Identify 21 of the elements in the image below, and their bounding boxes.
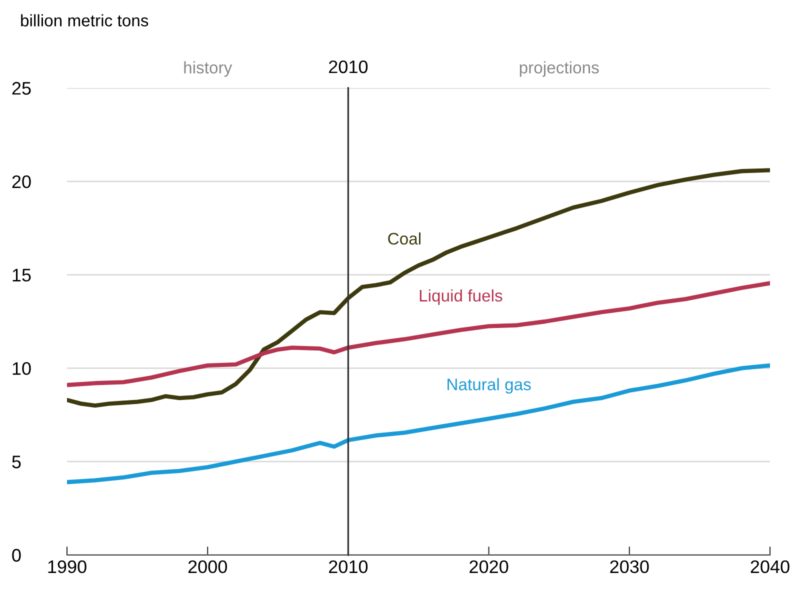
series-label: Coal (388, 232, 420, 245)
series-label: Liquid fuels (420, 289, 502, 305)
line-series (67, 363, 770, 484)
y-tick-label: 15 (12, 268, 31, 282)
x-tick-label: 2010 (329, 560, 368, 574)
y-tick-label: 25 (12, 82, 31, 95)
x-tick-label: 1990 (48, 560, 86, 574)
x-tick-label: 2000 (188, 560, 227, 574)
y-tick-label: 0 (12, 548, 21, 562)
y-tick-label: 5 (12, 456, 21, 468)
line-series (67, 168, 770, 408)
y-axis-title: billion metric tons (21, 14, 148, 26)
x-tick-label: 2040 (750, 560, 790, 574)
x-tick-label: 2020 (470, 560, 508, 574)
x-tick-label: 2030 (610, 560, 649, 574)
y-tick-label: 20 (12, 175, 31, 188)
y-tick-label: 10 (12, 362, 31, 375)
text: projections (520, 61, 599, 77)
ref-line-label: 2010 (329, 60, 368, 74)
series-label: Natural gas (448, 378, 531, 394)
text: history (184, 61, 232, 77)
